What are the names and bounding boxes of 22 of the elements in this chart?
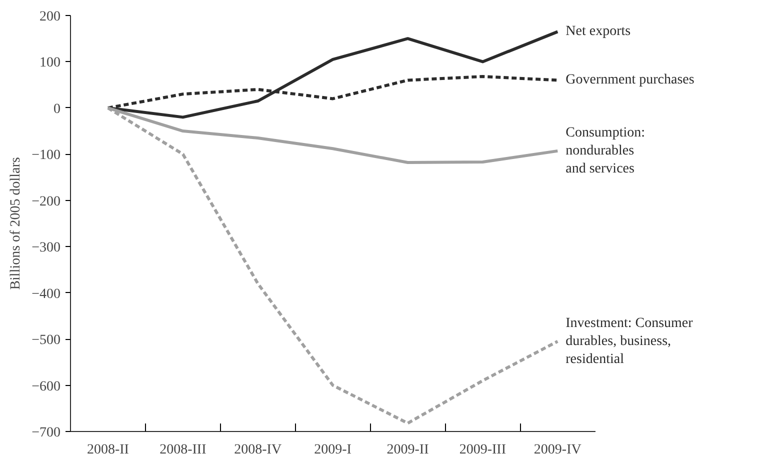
series-label: Consumption: nondurables and services <box>566 125 645 176</box>
x-tick-label: 2008-III <box>160 442 207 458</box>
x-tick-label: 2009-I <box>314 442 352 458</box>
y-tick-label: −200 <box>32 194 61 210</box>
y-tick-label: −300 <box>32 240 61 256</box>
x-tick-label: 2009-IV <box>534 442 582 458</box>
x-tick-label: 2008-IV <box>234 442 282 458</box>
x-tick-label: 2009-II <box>386 442 430 458</box>
y-tick-label: −600 <box>32 379 61 394</box>
y-tick-label: 100 <box>40 56 60 71</box>
x-tick-label: 2009-III <box>459 442 506 458</box>
y-tick-label: −100 <box>32 148 61 164</box>
y-tick-label: 200 <box>40 10 60 24</box>
x-tick-label: 2008-II <box>86 442 130 458</box>
series-label: Net exports <box>566 24 631 40</box>
y-tick-label: −500 <box>32 333 61 348</box>
y-tick-label: −700 <box>32 426 61 440</box>
series-label: Investment: Consumer durables, business, residential <box>566 316 694 367</box>
y-axis-title: Billions of 2005 dollars <box>8 157 24 290</box>
y-tick-label: 0 <box>54 102 60 117</box>
series-label: Government purchases <box>566 72 694 88</box>
y-tick-label: −400 <box>32 286 61 302</box>
